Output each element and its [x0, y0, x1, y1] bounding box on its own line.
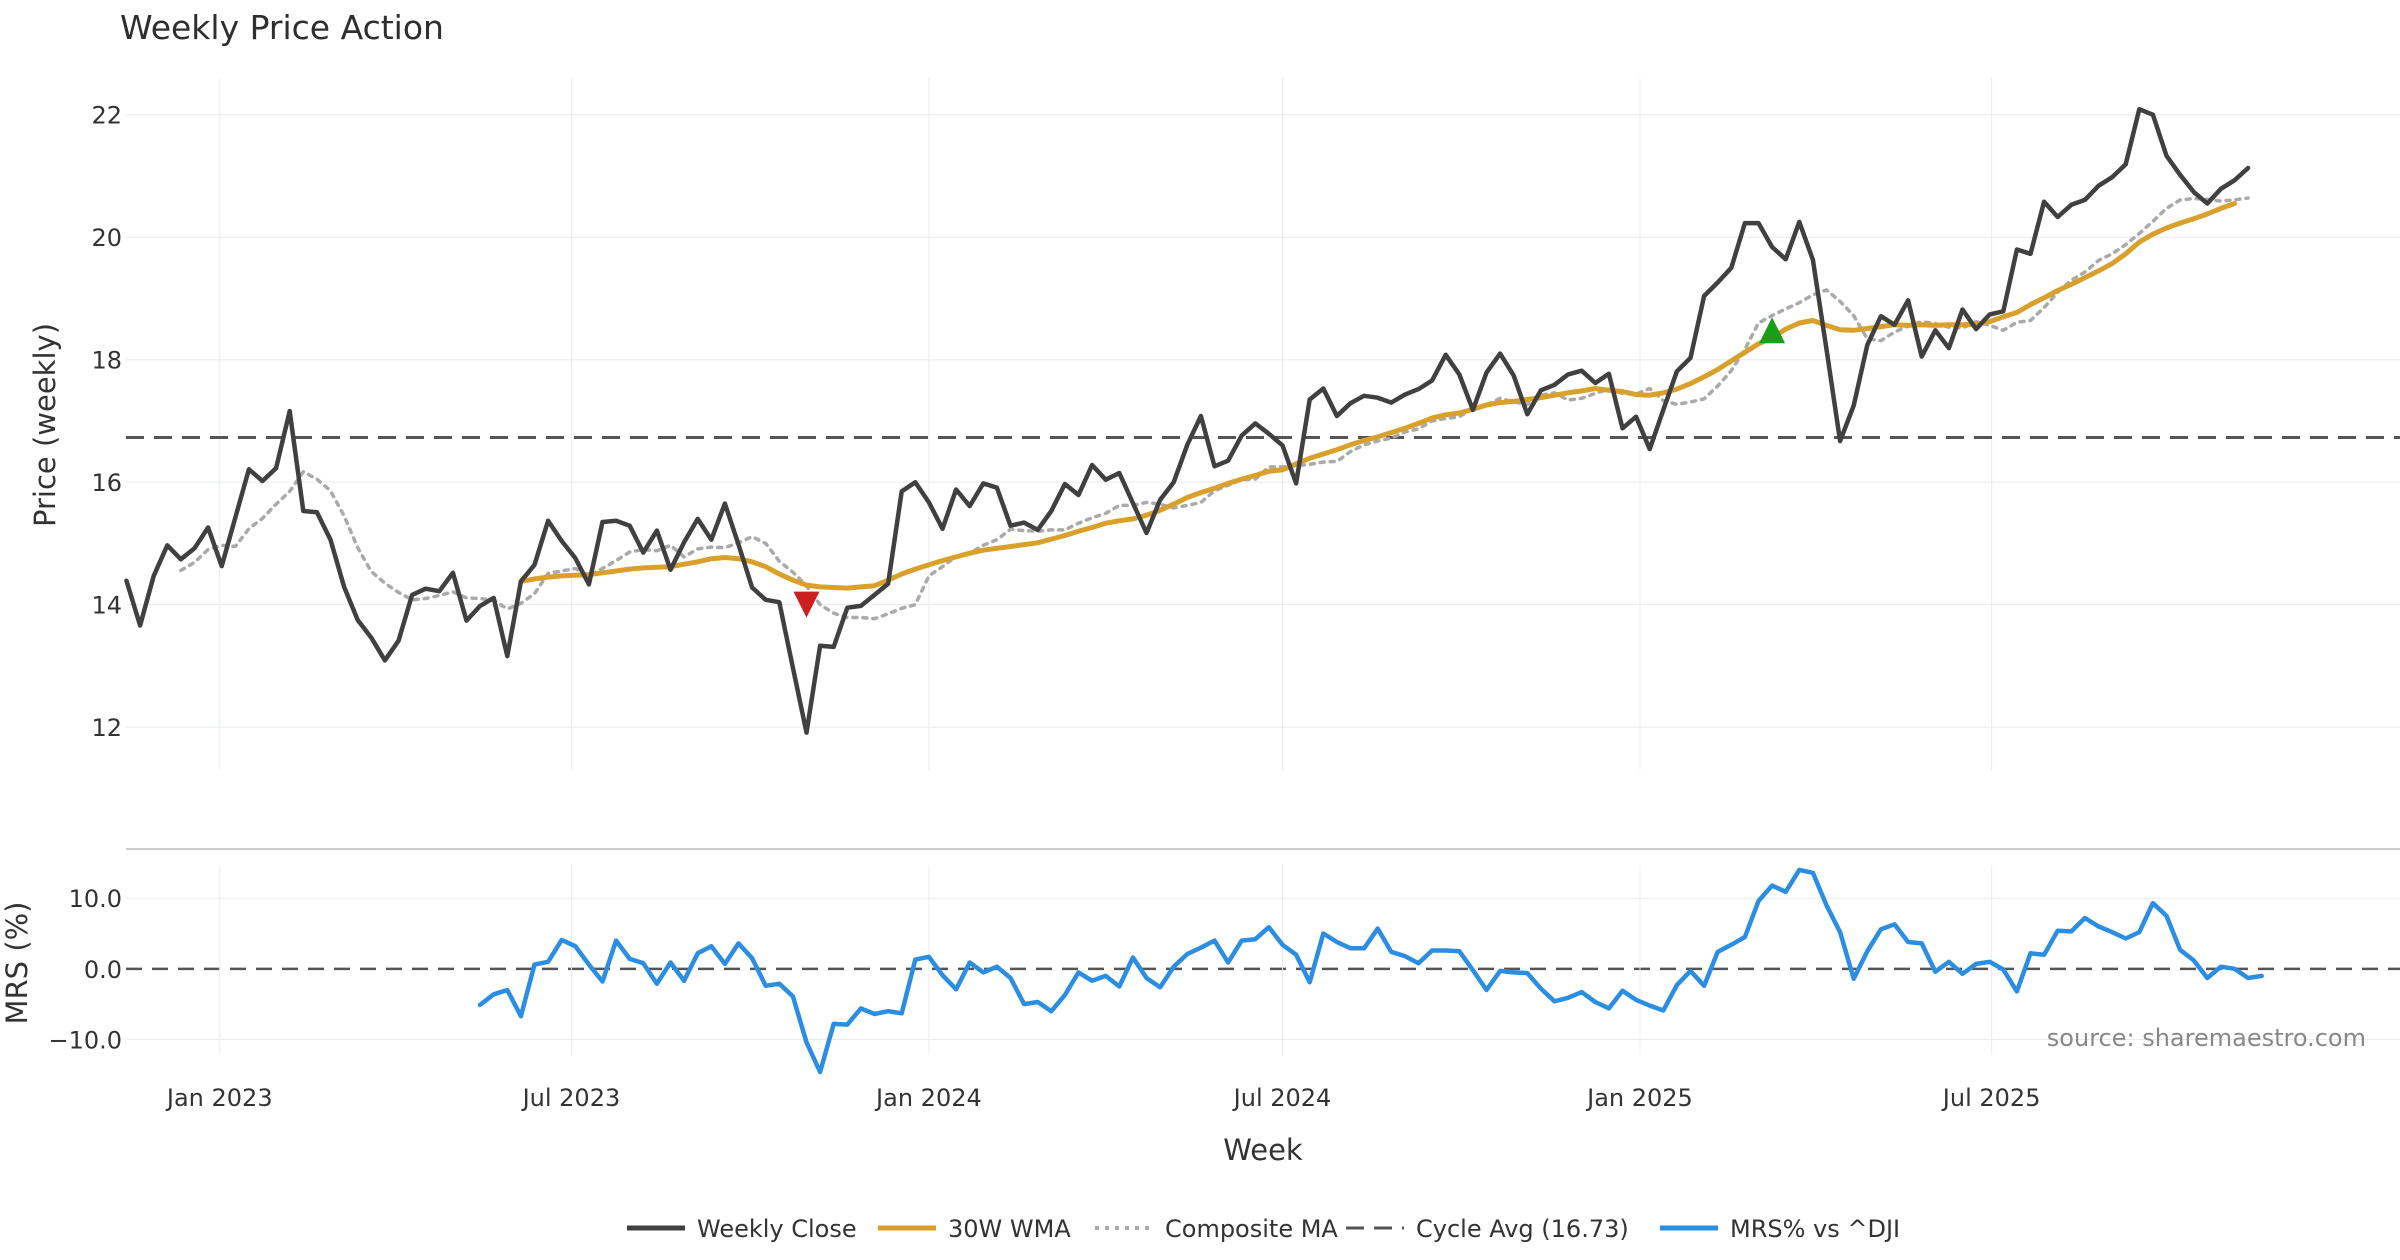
signal-markers [793, 317, 1786, 618]
price-y-tick-label: 22 [91, 102, 122, 130]
mrs-y-axis-label: MRS (%) [0, 902, 34, 1025]
x-tick-label: Jul 2023 [521, 1084, 621, 1112]
legend-label: Weekly Close [697, 1215, 857, 1243]
mrs-y-tick-label: 0.0 [84, 956, 122, 984]
legend: Weekly Close 30W WMA Composite MA Cycle Avg… [627, 1215, 1900, 1243]
price-series [124, 106, 2251, 735]
price-y-tick-label: 14 [91, 592, 122, 620]
sell-signal-marker [793, 591, 820, 618]
chart-title: Weekly Price Action [120, 8, 444, 47]
source-note: source: sharemaestro.com [2047, 1024, 2366, 1052]
legend-label: 30W WMA [948, 1215, 1071, 1243]
price-y-tick-label: 20 [91, 224, 122, 252]
x-axis-label: Week [1223, 1133, 1303, 1167]
price-y-tick-label: 12 [91, 714, 122, 742]
price-y-tick-label: 16 [91, 469, 122, 497]
x-tick-label: Jan 2025 [1585, 1084, 1693, 1112]
price-grid [126, 78, 2400, 770]
price-y-tick-label: 18 [91, 347, 122, 375]
mrs-y-tick-label: 10.0 [69, 885, 122, 913]
legend-label: MRS% vs ^DJI [1730, 1215, 1900, 1243]
buy-signal-marker [1759, 317, 1786, 344]
x-tick-label: Jul 2025 [1941, 1084, 2041, 1112]
legend-label: Cycle Avg (16.73) [1416, 1215, 1629, 1243]
x-axis: Jan 2023 Jul 2023 Jan 2024 Jul 2024 Jan 2025… [165, 1084, 2041, 1112]
composite-ma-line [179, 196, 2250, 621]
mrs-grid [126, 865, 2400, 1055]
weekly-close-line [124, 106, 2251, 735]
mrs-y-axis: 10.0 0.0 −10.0 [48, 885, 122, 1054]
x-tick-label: Jul 2024 [1232, 1084, 1332, 1112]
price-y-axis-label: Price (weekly) [28, 323, 62, 527]
legend-label: Composite MA [1165, 1215, 1338, 1243]
wma-30w-line [518, 201, 2237, 591]
x-tick-label: Jan 2023 [165, 1084, 273, 1112]
x-tick-label: Jan 2024 [874, 1084, 982, 1112]
price-y-axis: 12 14 16 18 20 22 [91, 102, 122, 742]
mrs-y-tick-label: −10.0 [48, 1026, 122, 1054]
mrs-line [477, 867, 2264, 1075]
mrs-series [477, 867, 2264, 1075]
